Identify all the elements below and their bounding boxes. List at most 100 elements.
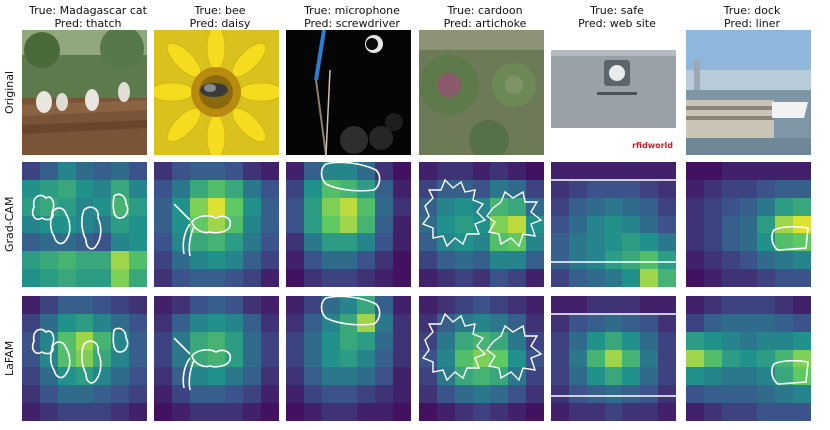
heatmap-cell	[793, 162, 811, 180]
heatmap-cell	[75, 296, 94, 314]
heatmap-cell	[586, 385, 605, 404]
heatmap-cell	[775, 385, 794, 404]
heatmap-cell	[739, 215, 758, 234]
heatmap-cell	[508, 296, 527, 314]
heatmap-cell	[586, 269, 605, 287]
heatmap-cell	[508, 403, 527, 421]
heatmap-cell	[111, 385, 130, 404]
heatmap-cell	[604, 313, 623, 332]
heatmap-cell	[22, 233, 40, 252]
heatmap-cell	[39, 403, 58, 421]
heatmap-cell	[75, 385, 94, 404]
heatmap-cell	[207, 251, 226, 270]
heatmap-cell	[189, 197, 208, 216]
heatmap-cell	[243, 179, 262, 198]
heatmap-cell	[57, 385, 76, 404]
heatmap-cell	[154, 179, 172, 198]
heatmap-cell	[225, 331, 244, 350]
heatmap-cell	[57, 197, 76, 216]
heatmap-cell	[568, 269, 587, 287]
heatmap-cell	[261, 215, 279, 234]
heatmap-cell	[436, 403, 455, 421]
heatmap-cell	[286, 179, 304, 198]
heatmap-cell	[261, 233, 279, 252]
heatmap-cell	[703, 296, 722, 314]
heatmap-cell	[339, 385, 358, 404]
heatmap-cell	[640, 269, 659, 287]
column-title-3: True: microphone Pred: screwdriver	[286, 4, 418, 30]
heatmap-cell	[436, 179, 455, 198]
heatmap-cell	[586, 313, 605, 332]
heatmap-cell	[508, 197, 527, 216]
heatmap-cell	[508, 331, 527, 350]
heatmap-cell	[721, 349, 740, 368]
heatmap-cell	[22, 162, 40, 180]
heatmap-cell	[243, 233, 262, 252]
heatmap-cell	[757, 179, 776, 198]
heatmap-cell	[586, 233, 605, 252]
heatmap-cell	[39, 233, 58, 252]
heatmap-cell	[526, 367, 544, 386]
heatmap-cell	[568, 403, 587, 421]
heatmap-cell	[225, 197, 244, 216]
heatmap-cell	[261, 197, 279, 216]
heatmap-cell	[658, 296, 676, 314]
heatmap-cell	[339, 296, 358, 314]
heatmap-cell	[757, 403, 776, 421]
heatmap-cell	[526, 179, 544, 198]
heatmap-cell	[75, 367, 94, 386]
heatmap-cell	[436, 313, 455, 332]
heatmap-cell	[375, 269, 394, 287]
heatmap-cell	[393, 296, 411, 314]
heatmap-cell	[551, 197, 569, 216]
pred-label: Pred: thatch	[54, 17, 122, 30]
heatmap-cell	[568, 331, 587, 350]
heatmap-cell	[640, 197, 659, 216]
heatmap-cell	[93, 215, 112, 234]
heatmap-cell	[739, 197, 758, 216]
heatmap-cell	[757, 296, 776, 314]
heatmap-cell	[436, 251, 455, 270]
heatmap-cell	[39, 385, 58, 404]
heatmap-cell	[339, 313, 358, 332]
heatmap-cell	[526, 197, 544, 216]
heatmap-cell	[490, 331, 509, 350]
heatmap-cell	[243, 313, 262, 332]
heatmap-cell	[207, 179, 226, 198]
heatmap-cell	[490, 251, 509, 270]
heatmap-cell	[472, 296, 491, 314]
heatmap-cell	[286, 233, 304, 252]
heatmap-cell	[622, 251, 641, 270]
heatmap-cell	[419, 349, 437, 368]
heatmap-cell	[721, 269, 740, 287]
heatmap-cell	[526, 251, 544, 270]
heatmap-cell	[472, 179, 491, 198]
heatmap-cell	[93, 179, 112, 198]
heatmap-cell	[604, 367, 623, 386]
heatmap-cell	[526, 349, 544, 368]
heatmap-cell	[551, 269, 569, 287]
heatmap-cell	[419, 296, 437, 314]
heatmap-cell	[393, 215, 411, 234]
heatmap-cell	[321, 331, 340, 350]
heatmap-cell	[454, 331, 473, 350]
heatmap-cell	[393, 233, 411, 252]
heatmap-cell	[393, 385, 411, 404]
heatmap-cell	[490, 403, 509, 421]
lafam-heatmap-3	[286, 296, 411, 421]
heatmap-cell	[357, 162, 376, 180]
heatmap-cell	[739, 349, 758, 368]
heatmap-cell	[207, 331, 226, 350]
heatmap-cell	[189, 215, 208, 234]
heatmap-cell	[568, 197, 587, 216]
heatmap-cell	[75, 251, 94, 270]
heatmap-cell	[393, 367, 411, 386]
heatmap-cell	[640, 367, 659, 386]
heatmap-cell	[75, 179, 94, 198]
heatmap-cell	[171, 367, 190, 386]
heatmap-cell	[375, 367, 394, 386]
heatmap-cell	[375, 385, 394, 404]
heatmap-cell	[472, 251, 491, 270]
heatmap-cell	[490, 162, 509, 180]
heatmap-cell	[129, 403, 147, 421]
